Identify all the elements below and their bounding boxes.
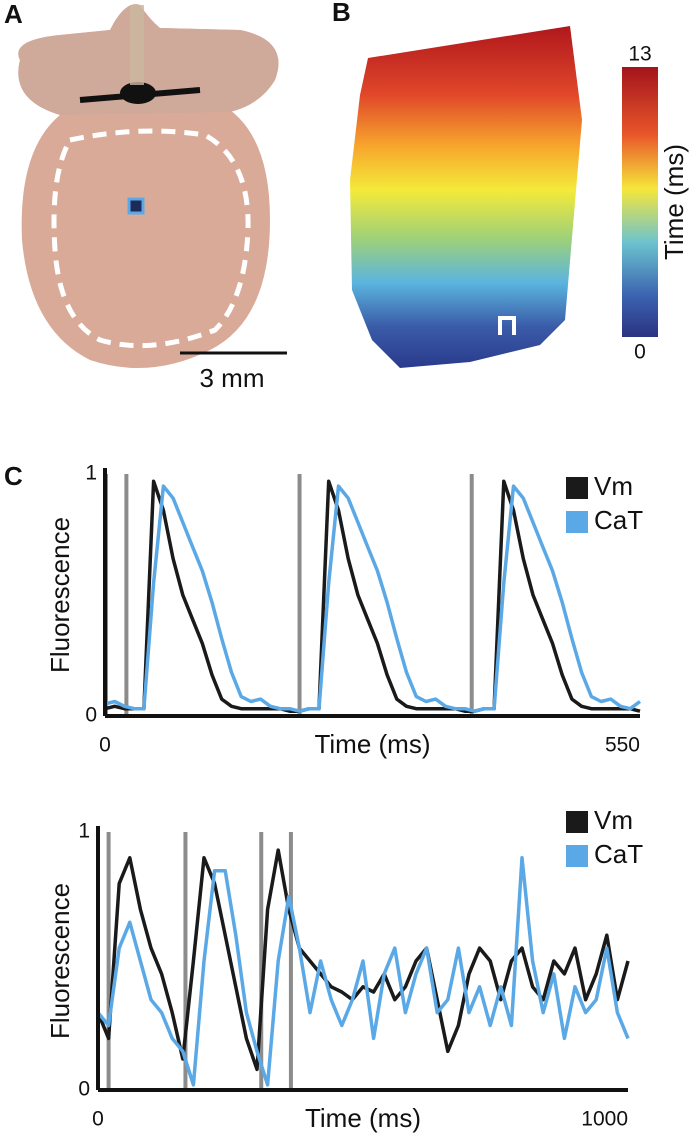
trace xyxy=(104,479,641,713)
scale-bar-label: 3 mm xyxy=(200,363,265,393)
legend-swatch xyxy=(566,845,588,867)
x-axis-title: Time (ms) xyxy=(305,1103,421,1133)
x-axis-title: Time (ms) xyxy=(314,729,430,759)
panel-label: B xyxy=(332,0,351,27)
legend-swatch xyxy=(566,811,588,833)
legend-label: Vm xyxy=(594,805,633,835)
y-tick-label: 1 xyxy=(85,462,97,485)
legend-swatch xyxy=(566,477,588,499)
y-tick-label: 0 xyxy=(78,1078,90,1101)
activation-map xyxy=(350,26,582,368)
colorbar-label: Time (ms) xyxy=(659,144,689,260)
panel-label: C xyxy=(4,461,23,491)
x-tick-label: 550 xyxy=(605,734,640,757)
trace xyxy=(96,856,630,1087)
legend-label: CaT xyxy=(594,839,643,869)
trace xyxy=(104,484,642,713)
x-tick-label: 0 xyxy=(92,1108,104,1131)
x-tick-label: 1000 xyxy=(581,1108,628,1131)
legend-swatch xyxy=(566,511,588,533)
y-axis-title: Fluorescence xyxy=(45,883,75,1039)
heart-photo xyxy=(18,4,279,369)
y-tick-label: 1 xyxy=(78,820,90,843)
legend-label: CaT xyxy=(594,505,643,535)
colorbar-tick-label: 13 xyxy=(628,43,651,66)
y-axis-title: Fluorescence xyxy=(45,517,75,673)
colorbar-tick-label: 0 xyxy=(634,341,646,364)
legend-label: Vm xyxy=(594,471,633,501)
panel-label: A xyxy=(4,0,23,29)
y-tick-label: 0 xyxy=(85,704,97,727)
colorbar xyxy=(622,67,658,337)
x-tick-label: 0 xyxy=(99,734,111,757)
map-marker xyxy=(498,316,516,335)
